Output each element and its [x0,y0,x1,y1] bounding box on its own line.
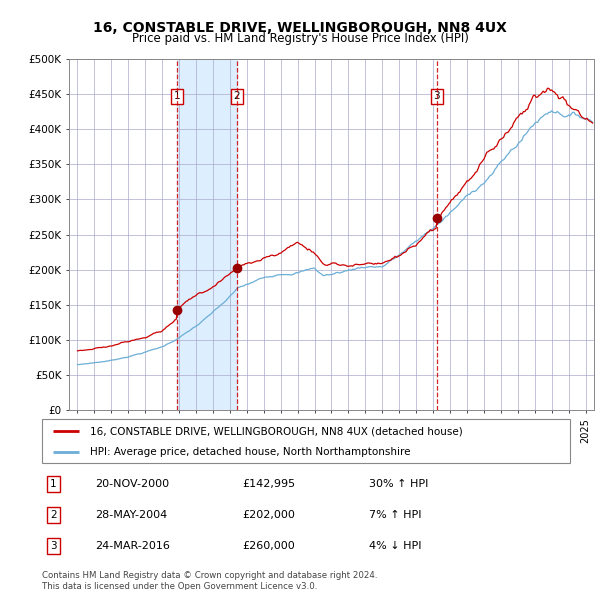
Text: 16, CONSTABLE DRIVE, WELLINGBOROUGH, NN8 4UX: 16, CONSTABLE DRIVE, WELLINGBOROUGH, NN8… [93,21,507,35]
Text: £202,000: £202,000 [242,510,296,520]
Text: 20-NOV-2000: 20-NOV-2000 [95,478,169,489]
Text: 1: 1 [174,91,181,101]
Text: HPI: Average price, detached house, North Northamptonshire: HPI: Average price, detached house, Nort… [89,447,410,457]
Text: 16, CONSTABLE DRIVE, WELLINGBOROUGH, NN8 4UX (detached house): 16, CONSTABLE DRIVE, WELLINGBOROUGH, NN8… [89,427,462,436]
Text: 3: 3 [434,91,440,101]
Text: 28-MAY-2004: 28-MAY-2004 [95,510,167,520]
Text: £260,000: £260,000 [242,541,295,551]
Bar [177,59,237,410]
Text: 3: 3 [50,541,57,551]
Text: 2: 2 [50,510,57,520]
Text: 2: 2 [233,91,240,101]
Text: £142,995: £142,995 [242,478,296,489]
Text: 30% ↑ HPI: 30% ↑ HPI [370,478,429,489]
Text: 7% ↑ HPI: 7% ↑ HPI [370,510,422,520]
Text: 4% ↓ HPI: 4% ↓ HPI [370,541,422,551]
Text: 1: 1 [50,478,57,489]
FancyBboxPatch shape [42,419,570,463]
Text: Price paid vs. HM Land Registry's House Price Index (HPI): Price paid vs. HM Land Registry's House … [131,32,469,45]
Text: Contains HM Land Registry data © Crown copyright and database right 2024.
This d: Contains HM Land Registry data © Crown c… [42,571,377,590]
Text: 24-MAR-2016: 24-MAR-2016 [95,541,170,551]
